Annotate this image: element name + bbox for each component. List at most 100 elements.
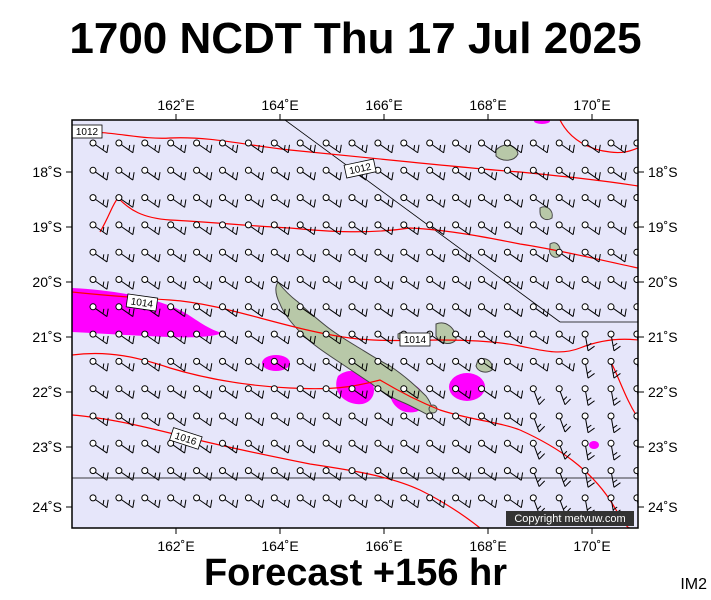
lon-label-top-166: 166˚E <box>365 97 402 113</box>
isobar-label-1-text: 1012 <box>76 127 99 138</box>
wind-barb <box>686 140 704 153</box>
wind-barb <box>167 248 187 263</box>
wind-barb <box>607 303 627 317</box>
wind-barb <box>296 330 316 345</box>
wind-barb <box>270 303 291 317</box>
wind-barb <box>270 221 291 236</box>
wind-barb <box>89 221 109 236</box>
wind-barb <box>141 221 161 236</box>
wind-barb <box>478 194 498 208</box>
wind-barb <box>167 276 187 290</box>
wind-barb <box>529 221 550 236</box>
wind-barb <box>660 140 678 153</box>
latitude-ticks <box>66 171 644 508</box>
wind-barb <box>167 303 187 317</box>
wind-barb <box>426 467 446 481</box>
wind-barb <box>400 412 420 427</box>
wind-barb <box>89 494 109 509</box>
wind-barb <box>219 166 239 181</box>
wind-barb <box>322 330 342 345</box>
wind-barb <box>529 330 550 345</box>
wind-barb <box>660 304 678 317</box>
wind-barb <box>141 494 161 509</box>
wind-barb <box>296 248 316 263</box>
rain-area-west <box>72 288 222 338</box>
wind-barb <box>141 166 161 181</box>
wind-barb <box>581 385 595 406</box>
wind-barb <box>141 385 161 399</box>
wind-barb <box>322 412 342 427</box>
wind-barb <box>529 439 546 460</box>
map-title: 1700 NCDT Thu 17 Jul 2025 <box>69 14 642 63</box>
wind-barb <box>581 303 601 317</box>
wind-barb <box>452 248 472 263</box>
wind-barb <box>607 385 621 406</box>
forecast-hour-label: Forecast +156 hr <box>203 552 508 594</box>
wind-barb <box>167 221 187 236</box>
wind-barb <box>322 467 342 481</box>
lon-label-bottom-162: 162˚E <box>157 538 194 554</box>
wind-barb <box>660 358 672 378</box>
wind-barb <box>607 248 627 263</box>
wind-barb <box>426 276 446 290</box>
wind-barb <box>581 139 601 154</box>
wind-barb <box>400 194 420 208</box>
wind-barb <box>167 139 187 154</box>
wind-barb <box>322 248 342 263</box>
wind-barb <box>426 221 446 236</box>
wind-barb <box>478 248 498 263</box>
wind-barb <box>426 357 446 372</box>
wind-barb <box>296 194 316 208</box>
wind-barb <box>115 357 135 372</box>
lat-label-right-21: 21˚S <box>648 329 678 345</box>
wind-barb <box>426 494 446 509</box>
wind-barb <box>244 467 265 481</box>
wind-barb <box>686 495 698 515</box>
wind-barb <box>503 248 524 263</box>
wind-barb <box>503 276 524 290</box>
wind-barb <box>89 385 109 399</box>
wind-barb <box>426 248 446 263</box>
wind-barb <box>426 439 446 454</box>
wind-barb <box>374 357 394 372</box>
wind-barb <box>219 221 239 236</box>
wind-barb <box>322 385 342 399</box>
wind-barb <box>400 385 420 399</box>
wind-barb <box>115 166 135 181</box>
wind-barb <box>296 276 316 290</box>
wind-barb <box>503 221 524 236</box>
wind-barb <box>503 385 524 399</box>
lon-label-top-168: 168˚E <box>469 97 506 113</box>
wind-barb <box>633 194 638 202</box>
lon-label-bottom-164: 164˚E <box>261 538 298 554</box>
wind-barbs <box>89 139 704 516</box>
wind-barb <box>141 276 161 290</box>
vanuatu-efate <box>539 206 553 221</box>
wind-barb <box>141 330 161 345</box>
wind-barb <box>193 221 213 236</box>
lon-label-top-164: 164˚E <box>261 97 298 113</box>
wind-barb <box>555 221 575 236</box>
wind-barb <box>219 412 239 427</box>
wind-barb <box>348 248 368 263</box>
wind-barb <box>400 276 420 290</box>
wind-barb <box>193 139 213 154</box>
wind-barb <box>686 386 698 406</box>
wind-barb <box>607 139 627 154</box>
isobar-1014-south <box>72 352 631 528</box>
wind-barb <box>426 412 446 427</box>
wind-barb <box>296 303 316 317</box>
wind-barb <box>633 221 638 229</box>
wind-barb <box>400 494 420 509</box>
wind-barb <box>115 494 135 509</box>
wind-barb <box>555 166 575 181</box>
wind-barb <box>503 330 524 345</box>
wind-barb <box>607 194 627 208</box>
wind-barb <box>296 494 316 509</box>
wind-barb <box>529 467 546 487</box>
wind-barb <box>503 357 524 372</box>
wind-barb <box>89 248 109 263</box>
wind-barb <box>348 194 368 208</box>
wind-barb <box>270 357 291 372</box>
wind-barb <box>193 276 213 290</box>
